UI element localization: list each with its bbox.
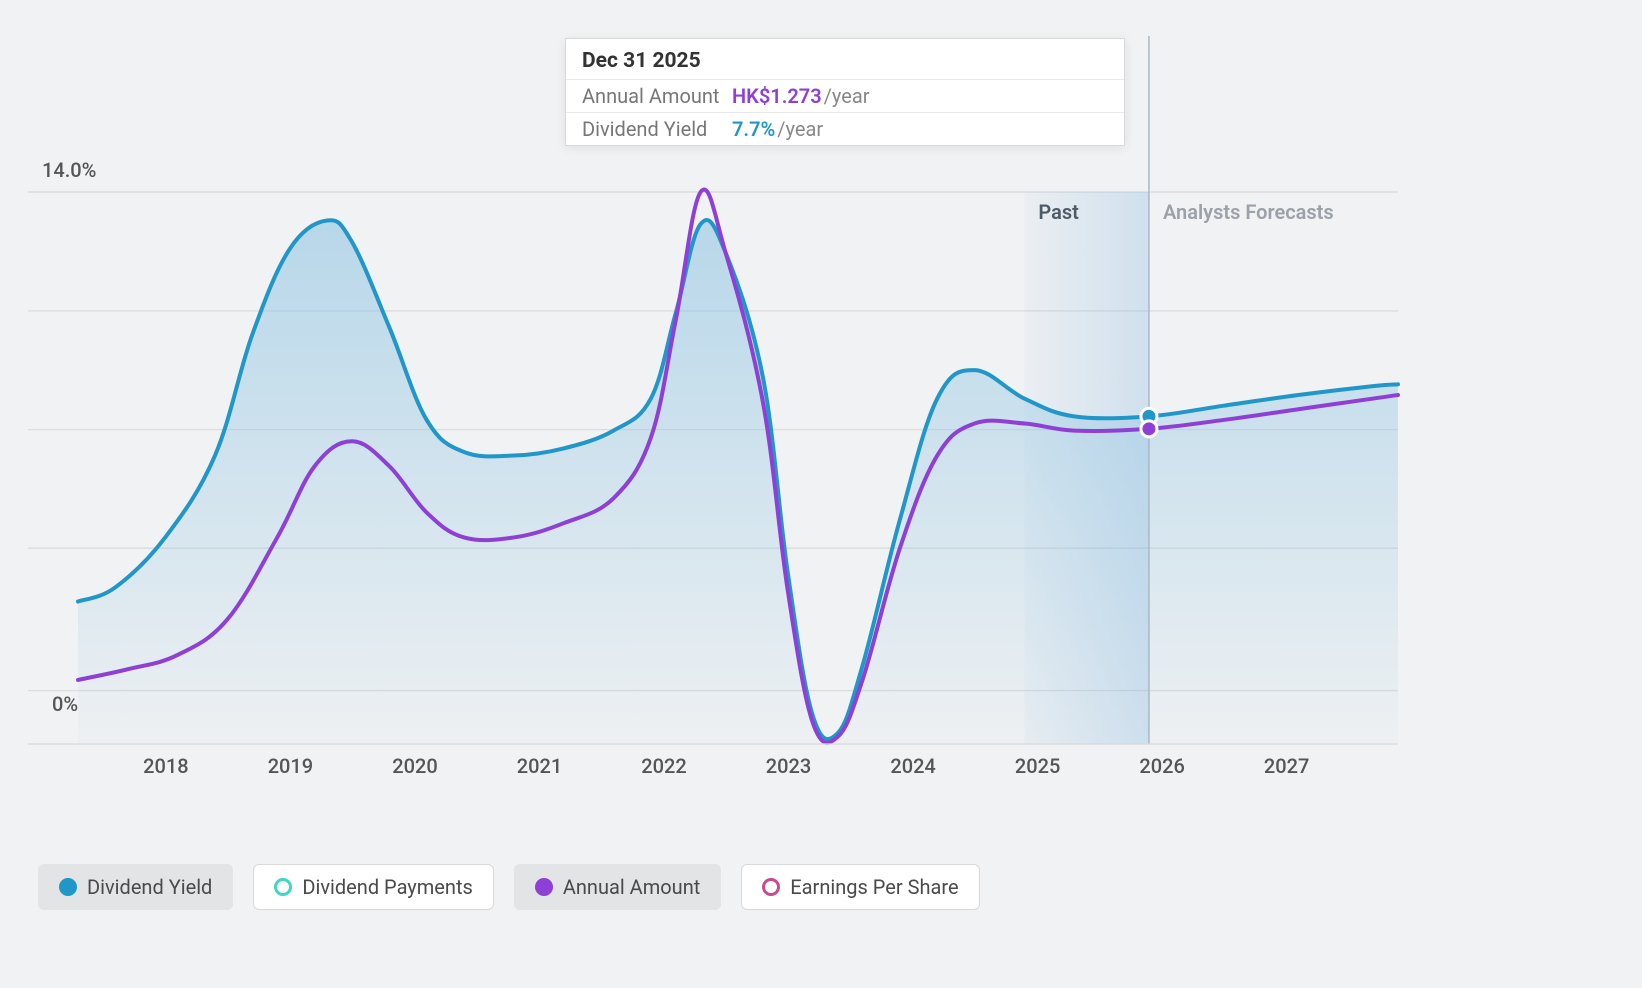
- legend: Dividend Yield Dividend Payments Annual Am…: [38, 864, 980, 910]
- legend-marker-icon: [59, 878, 77, 896]
- legend-item-label: Annual Amount: [563, 875, 700, 899]
- chart-container: 14.0% 0% Past Analysts Forecasts 2018 201…: [0, 0, 1642, 988]
- x-tick-label: 2019: [268, 754, 313, 778]
- legend-marker-icon: [274, 878, 292, 896]
- legend-item-label: Dividend Payments: [302, 875, 472, 899]
- chart-svg[interactable]: [0, 0, 1642, 988]
- x-tick-label: 2023: [766, 754, 811, 778]
- y-axis-label-top: 14.0%: [42, 158, 96, 182]
- legend-marker-icon: [762, 878, 780, 896]
- tooltip-row: Dividend Yield7.7%/year: [566, 112, 1124, 145]
- x-tick-label: 2025: [1015, 754, 1060, 778]
- legend-item-label: Dividend Yield: [87, 875, 212, 899]
- x-tick-label: 2026: [1139, 754, 1184, 778]
- x-tick-label: 2027: [1264, 754, 1309, 778]
- tooltip-row-value: 7.7%/year: [732, 117, 823, 141]
- x-tick-label: 2020: [392, 754, 437, 778]
- legend-marker-icon: [535, 878, 553, 896]
- tooltip-row: Annual AmountHK$1.273/year: [566, 79, 1124, 112]
- x-tick-label: 2018: [143, 754, 188, 778]
- tooltip: Dec 31 2025 Annual AmountHK$1.273/yearDi…: [565, 38, 1125, 146]
- x-tick-label: 2021: [517, 754, 562, 778]
- x-tick-label: 2022: [641, 754, 686, 778]
- x-tick-label: 2024: [890, 754, 935, 778]
- cursor-marker: [1141, 421, 1157, 437]
- tooltip-title: Dec 31 2025: [566, 39, 1124, 79]
- y-axis-label-zero: 0%: [52, 692, 78, 716]
- tooltip-row-value: HK$1.273/year: [732, 84, 870, 108]
- band-label-past: Past: [1038, 200, 1078, 224]
- legend-item[interactable]: Dividend Yield: [38, 864, 233, 910]
- tooltip-row-label: Dividend Yield: [582, 117, 732, 141]
- tooltip-row-label: Annual Amount: [582, 84, 732, 108]
- legend-item-label: Earnings Per Share: [790, 875, 958, 899]
- legend-item[interactable]: Dividend Payments: [253, 864, 493, 910]
- band-label-forecast: Analysts Forecasts: [1163, 200, 1334, 224]
- legend-item[interactable]: Earnings Per Share: [741, 864, 979, 910]
- legend-item[interactable]: Annual Amount: [514, 864, 721, 910]
